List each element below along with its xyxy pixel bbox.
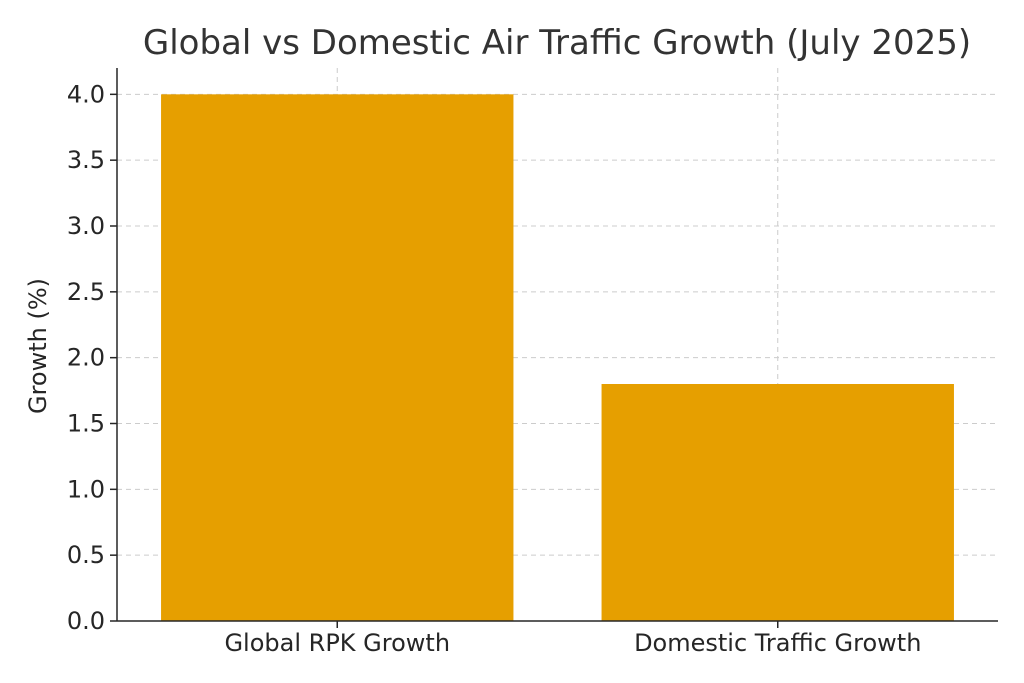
y-tick-label: 3.0 bbox=[67, 212, 105, 240]
bars bbox=[161, 94, 954, 622]
bar bbox=[161, 94, 514, 622]
chart-title: Global vs Domestic Air Traffic Growth (J… bbox=[143, 23, 971, 63]
x-axis-ticks: Global RPK Growth Domestic Traffic Growth bbox=[224, 621, 921, 657]
y-tick-label: 3.5 bbox=[67, 146, 105, 174]
y-axis-ticks: 0.0 0.5 1.0 1.5 2.0 2.5 3.0 3.5 4.0 bbox=[67, 80, 117, 635]
y-tick-label: 2.0 bbox=[67, 344, 105, 372]
y-tick-label: 1.0 bbox=[67, 475, 105, 503]
y-axis-label: Growth (%) bbox=[24, 278, 52, 414]
y-tick-label: 4.0 bbox=[67, 80, 105, 108]
y-tick-label: 1.5 bbox=[67, 410, 105, 438]
y-tick-label: 0.0 bbox=[67, 607, 105, 635]
y-tick-label: 2.5 bbox=[67, 278, 105, 306]
x-tick-label: Global RPK Growth bbox=[224, 629, 450, 657]
y-tick-label: 0.5 bbox=[67, 541, 105, 569]
bar bbox=[601, 384, 954, 621]
x-tick-label: Domestic Traffic Growth bbox=[634, 629, 921, 657]
